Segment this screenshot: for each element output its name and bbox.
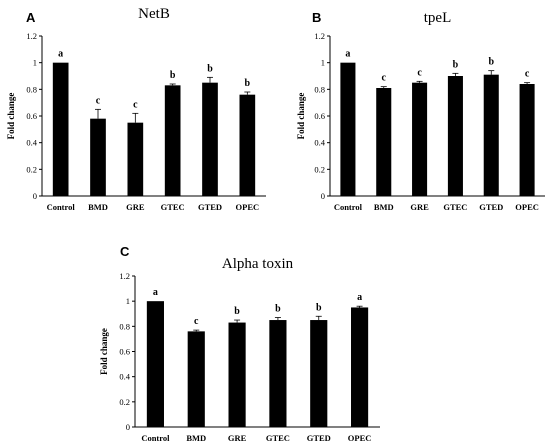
category-label: GTED — [479, 202, 503, 212]
category-label: GRE — [126, 202, 145, 212]
bar-control — [52, 62, 69, 196]
significance-letter: b — [245, 78, 251, 89]
significance-letter: b — [207, 63, 213, 74]
significance-letter: c — [194, 316, 199, 327]
category-label: BMD — [374, 202, 394, 212]
y-tick-label: 1.2 — [119, 271, 130, 281]
chart-title: NetB — [138, 6, 170, 22]
category-label: OPEC — [515, 202, 539, 212]
bar-bmd — [90, 118, 106, 196]
chart-title: Alpha toxin — [222, 256, 294, 272]
bar-gted — [483, 74, 499, 196]
category-label: GTED — [198, 202, 222, 212]
significance-letter: a — [58, 49, 63, 60]
bar-control — [340, 62, 356, 196]
bar-opec — [239, 94, 256, 196]
category-label: GTEC — [266, 433, 290, 443]
significance-letter: c — [525, 69, 530, 80]
bar-control — [146, 301, 164, 427]
bar-gtec — [269, 320, 287, 427]
category-label: BMD — [88, 202, 108, 212]
bar-gtec — [164, 85, 181, 196]
y-tick-label: 0 — [321, 191, 325, 201]
category-label: GRE — [228, 433, 247, 443]
significance-letter: c — [382, 73, 387, 84]
bar-gted — [310, 320, 328, 427]
significance-letter: a — [357, 292, 362, 303]
significance-letter: c — [96, 95, 101, 106]
y-tick-label: 0.2 — [119, 397, 130, 407]
y-tick-label: 0.6 — [26, 111, 37, 121]
significance-letter: b — [170, 70, 176, 81]
panel-letter: B — [312, 10, 321, 25]
category-label: OPEC — [348, 433, 372, 443]
significance-letter: a — [153, 287, 158, 298]
y-tick-label: 1 — [33, 58, 37, 68]
panel-letter: A — [26, 10, 36, 25]
significance-letter: c — [417, 67, 422, 78]
bar-opec — [351, 307, 369, 427]
y-tick-label: 1.2 — [314, 31, 325, 41]
y-tick-label: 0.4 — [119, 372, 130, 382]
bar-bmd — [187, 331, 205, 427]
bar-gre — [228, 322, 246, 427]
panel-letter: C — [120, 244, 130, 259]
category-label: GRE — [410, 202, 429, 212]
y-tick-label: 0.2 — [26, 164, 37, 174]
y-tick-label: 0.6 — [314, 111, 325, 121]
category-label: OPEC — [236, 202, 260, 212]
category-label: GTEC — [161, 202, 185, 212]
y-axis-label: Fold change — [99, 328, 109, 375]
chart-panel-a: A NetB Fold change 0 0.2 0.4 0.6 0.8 1 1.2 a Contro… — [6, 6, 266, 212]
y-tick-label: 0.6 — [119, 347, 130, 357]
y-tick-label: 0.8 — [26, 84, 37, 94]
significance-letter: b — [316, 302, 322, 313]
y-tick-label: 0.8 — [314, 84, 325, 94]
category-label: GTEC — [443, 202, 467, 212]
bar-gre — [127, 122, 144, 196]
significance-letter: a — [345, 49, 350, 60]
y-tick-label: 0.4 — [26, 138, 37, 148]
chart-title: tpeL — [424, 10, 452, 26]
significance-letter: b — [234, 306, 240, 317]
y-axis-label: Fold change — [6, 93, 16, 140]
significance-letter: b — [275, 304, 281, 315]
y-tick-label: 0.8 — [119, 321, 130, 331]
y-tick-label: 1 — [126, 296, 130, 306]
category-label: Control — [334, 202, 363, 212]
y-axis-label: Fold change — [296, 93, 306, 140]
y-tick-label: 1 — [321, 58, 325, 68]
bar-gtec — [447, 76, 463, 196]
chart-panel-c: C Alpha toxin Fold change 0 0.2 0.4 0.6 0.8 1 1.2… — [99, 244, 380, 443]
y-tick-label: 0 — [33, 191, 37, 201]
bar-opec — [519, 84, 535, 196]
category-label: Control — [47, 202, 76, 212]
category-label: Control — [141, 433, 170, 443]
category-label: BMD — [186, 433, 206, 443]
significance-letter: b — [453, 59, 459, 70]
significance-letter: c — [133, 99, 138, 110]
y-tick-label: 0.4 — [314, 138, 325, 148]
category-label: GTED — [307, 433, 331, 443]
y-tick-label: 0 — [126, 422, 130, 432]
bar-bmd — [376, 88, 392, 196]
significance-letter: b — [488, 57, 494, 68]
bar-gre — [412, 82, 428, 196]
y-tick-label: 0.2 — [314, 164, 325, 174]
bar-gted — [202, 82, 218, 196]
y-tick-label: 1.2 — [26, 31, 37, 41]
